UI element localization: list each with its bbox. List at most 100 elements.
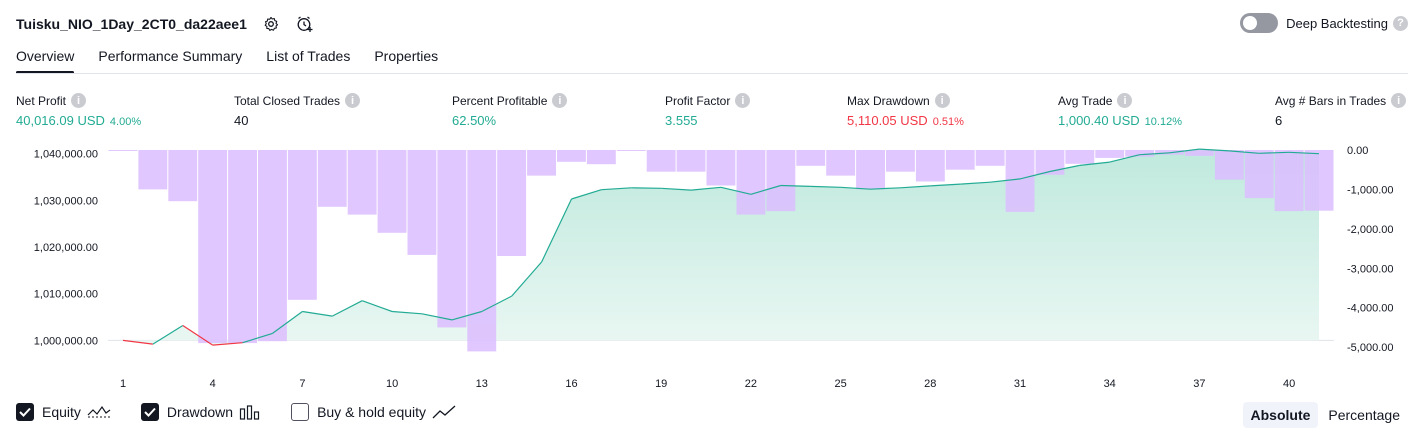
metric-value: 40,016.09 USD — [16, 113, 105, 128]
drawdown-bar — [258, 150, 287, 342]
legend-equity[interactable]: Equity — [16, 403, 111, 421]
equity-checkbox[interactable] — [16, 403, 34, 421]
drawdown-checkbox[interactable] — [140, 403, 159, 421]
equity-line-segment — [840, 186, 871, 190]
drawdown-bar — [377, 150, 407, 233]
equity-line-segment — [122, 339, 153, 345]
equity-line-segment — [481, 295, 512, 313]
equity-line-segment — [631, 187, 662, 189]
x-axis-label: 34 — [1104, 378, 1116, 390]
metrics-row: Net Profit i 40,016.09 USD 4.00% Total Clo… — [16, 93, 1408, 133]
metric-profit-factor: Profit Factor i 3.555 — [665, 93, 751, 128]
left-axis-label: 1,010,000.00 — [34, 289, 98, 301]
right-axis-label: 0.00 — [1347, 145, 1368, 157]
x-axis-label: 40 — [1283, 378, 1295, 390]
equity-drawdown-chart[interactable]: 1,000,000.00 1,010,000.00 1,020,000.00 1,03… — [0, 140, 1424, 398]
drawdown-bar — [497, 150, 527, 256]
right-axis-label: -1,000.00 — [1347, 184, 1393, 196]
percentage-button[interactable]: Percentage — [1328, 407, 1400, 423]
buy-hold-line-icon — [432, 404, 456, 420]
drawdown-bar — [856, 150, 885, 190]
equity-line-segment — [1019, 170, 1051, 180]
report-tabs: Overview Performance Summary List of Tra… — [16, 42, 462, 74]
metric-net-profit: Net Profit i 40,016.09 USD 4.00% — [16, 93, 141, 128]
tab-list-of-trades[interactable]: List of Trades — [266, 48, 351, 64]
drawdown-bar — [108, 150, 138, 151]
left-axis-label: 1,000,000.00 — [34, 335, 98, 347]
equity-line-segment — [601, 187, 632, 191]
right-axis-label: -3,000.00 — [1347, 263, 1393, 275]
drawdown-bar — [287, 150, 317, 300]
x-axis-label: 19 — [655, 378, 667, 390]
metric-percent-profitable: Percent Profitable i 62.50% — [452, 93, 568, 128]
deep-backtesting-toggle[interactable] — [1240, 13, 1279, 33]
x-axis-label: 22 — [745, 378, 757, 390]
tab-overview[interactable]: Overview — [16, 42, 75, 74]
info-icon[interactable]: i — [345, 93, 361, 108]
drawdown-bar — [646, 150, 676, 172]
metric-label: Max Drawdown — [847, 93, 930, 108]
info-icon[interactable]: i — [934, 93, 950, 108]
info-icon[interactable]: i — [735, 93, 751, 108]
legend-buy-hold-equity[interactable]: Buy & hold equity — [291, 403, 456, 421]
metric-value: 62.50% — [452, 113, 497, 128]
equity-line-segment — [152, 324, 184, 345]
drawdown-bar — [1035, 150, 1065, 175]
right-axis-label: -5,000.00 — [1347, 342, 1393, 354]
add-alert-clock-icon[interactable] — [295, 14, 315, 34]
tab-properties[interactable]: Properties — [374, 48, 439, 64]
equity-line-segment — [1079, 161, 1110, 166]
metric-label: Profit Factor — [665, 93, 731, 108]
equity-line-segment — [421, 313, 453, 321]
drawdown-bars-icon — [239, 404, 261, 420]
equity-line-segment — [1229, 150, 1260, 154]
x-axis-label: 37 — [1193, 378, 1205, 390]
drawdown-bar — [1185, 150, 1214, 156]
help-icon[interactable]: ? — [1393, 15, 1408, 31]
strategy-header: Tuisku_NIO_1Day_2CT0_da22aee1 — [16, 12, 315, 36]
tab-performance-summary[interactable]: Performance Summary — [98, 48, 243, 64]
equity-line-segment — [392, 310, 423, 315]
drawdown-bar — [736, 150, 766, 215]
absolute-button[interactable]: Absolute — [1242, 402, 1319, 428]
info-icon[interactable]: i — [1117, 93, 1133, 108]
settings-icon[interactable] — [261, 14, 281, 34]
drawdown-bar — [407, 150, 437, 255]
drawdown-bar — [1065, 150, 1095, 164]
metric-label: Avg # Bars in Trades — [1275, 93, 1387, 108]
x-axis-label: 10 — [386, 378, 398, 390]
equity-line-segment — [571, 189, 602, 200]
drawdown-bar — [437, 150, 467, 328]
legend-drawdown[interactable]: Drawdown — [140, 403, 261, 421]
metric-avg-trade: Avg Trade i 1,000.40 USD 10.12% — [1058, 93, 1182, 128]
equity-line-segment — [361, 300, 393, 313]
equity-line-segment — [541, 198, 573, 263]
equity-line-segment — [242, 332, 273, 344]
drawdown-bar — [915, 150, 945, 182]
equity-line-segment — [930, 183, 961, 187]
x-axis-label: 16 — [565, 378, 577, 390]
metric-avg-bars: Avg # Bars in Trades i 6 — [1275, 93, 1407, 128]
x-axis-label: 1 — [120, 378, 126, 390]
scale-switch: Absolute Percentage — [1241, 402, 1409, 428]
buy-hold-checkbox[interactable] — [291, 403, 310, 421]
x-axis-label: 28 — [924, 378, 936, 390]
equity-line-segment — [750, 184, 781, 195]
x-axis-label: 7 — [299, 378, 305, 390]
equity-line-segment — [661, 187, 692, 191]
metric-value: 3.555 — [665, 113, 698, 128]
info-icon[interactable]: i — [71, 93, 87, 108]
equity-line-segment — [1289, 151, 1320, 155]
info-icon[interactable]: i — [552, 93, 568, 108]
right-axis-label: -4,000.00 — [1347, 303, 1393, 315]
drawdown-bar — [527, 150, 556, 176]
drawdown-bar — [616, 150, 646, 151]
tab-divider — [16, 73, 1408, 74]
drawdown-bar — [1244, 150, 1274, 199]
drawdown-bar — [1125, 150, 1155, 157]
drawdown-bar — [467, 150, 497, 352]
equity-line-segment — [182, 324, 214, 346]
metric-max-drawdown: Max Drawdown i 5,110.05 USD 0.51% — [847, 93, 964, 128]
equity-line-segment — [870, 187, 901, 190]
info-icon[interactable]: i — [1391, 93, 1407, 108]
